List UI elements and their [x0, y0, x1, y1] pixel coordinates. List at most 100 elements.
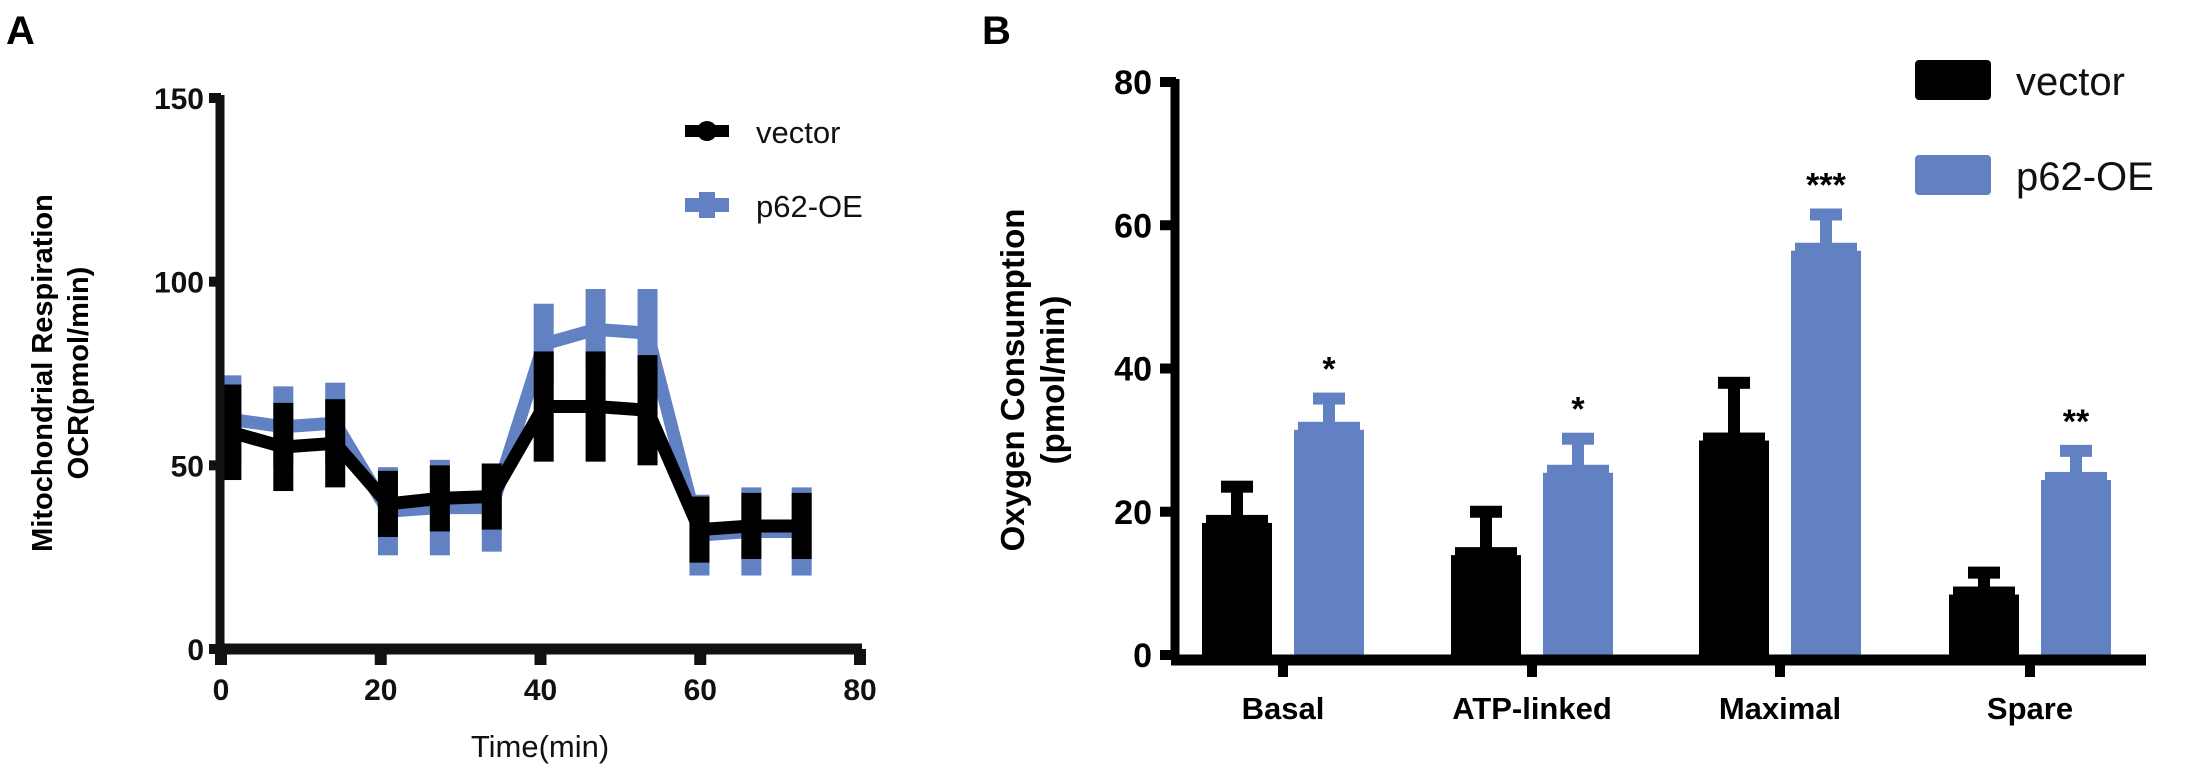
- panel-a-x-tick-label: 40: [524, 674, 557, 707]
- panel-b-significance-marker: *: [1571, 391, 1585, 429]
- panel-a-point-vector: [327, 437, 344, 450]
- panel-b-y-tick-mark: [1160, 363, 1176, 374]
- panel-a-point-vector: [743, 519, 760, 532]
- panel-a-x-tick-label: 0: [213, 674, 230, 707]
- legend-a-p62-label: p62-OE: [756, 189, 863, 224]
- panel-b-bar-p62-OE: [1294, 429, 1364, 655]
- panel-a-point-vector: [587, 400, 604, 413]
- panel-b-bar-cap-vector: [1953, 586, 2015, 597]
- legend-a-vector: vector: [685, 115, 840, 150]
- panel-b-y-tick-mark: [1160, 650, 1176, 660]
- panel-b-y-tick-mark: [1160, 506, 1176, 517]
- panel-b-group-spare: **: [1949, 403, 2111, 655]
- legend-b-p62-swatch: [1915, 155, 1991, 195]
- panel-b-group-maximal: ***: [1699, 167, 1861, 656]
- panel-b-bar-cap-p62-OE: [1547, 464, 1609, 475]
- panel-b-category-label: Spare: [1987, 691, 2073, 726]
- panel-b-bars-layer: *******: [1202, 167, 2111, 656]
- panel-b-errorbar-p62-OE: [1572, 438, 1584, 473]
- panel-b-group-basal: *: [1202, 351, 1364, 655]
- panel-b-bar-p62-OE: [2041, 479, 2111, 655]
- panel-b-significance-marker: ***: [1806, 167, 1846, 205]
- panel-a-legend: vector p62-OE: [685, 115, 863, 224]
- panel-a-x-tick-label: 20: [364, 674, 397, 707]
- panel-b-significance-marker: *: [1322, 351, 1336, 389]
- panel-b-y-label-line2: (pmol/min): [1034, 296, 1071, 465]
- panel-b-category-label: Basal: [1242, 691, 1325, 726]
- panel-a-series-layer: [221, 289, 812, 576]
- panel-b-bar-vector: [1949, 594, 2019, 655]
- panel-b-y-tick-label: 0: [1133, 637, 1152, 675]
- panel-a-line-p62-OE: [230, 322, 802, 542]
- panel-b-y-tick-mark: [1160, 77, 1176, 87]
- panel-a-point-vector: [275, 440, 292, 453]
- legend-b-p62-label: p62-OE: [2016, 155, 2154, 199]
- panel-b-x-tick-mark: [1527, 660, 1537, 677]
- panel-b-category-label: ATP-linked: [1452, 691, 1612, 726]
- panel-a-point-vector: [379, 497, 396, 510]
- panel-b-x-tick-mark: [2025, 660, 2035, 677]
- panel-b-group-atp-linked: *: [1451, 391, 1613, 655]
- panel-a-y-ticks: 0 50 100 150: [154, 83, 221, 667]
- panel-b-bar-cap-p62-OE: [1298, 421, 1360, 432]
- panel-b-y-tick-label: 20: [1114, 494, 1152, 532]
- legend-b-vector: vector: [1915, 60, 2125, 104]
- panel-b-y-tick-label: 80: [1114, 64, 1152, 102]
- panel-a-y-label-line1: Mitochondrial Respiration: [27, 194, 59, 552]
- panel-a-point-vector: [223, 426, 240, 439]
- panel-b-y-tick-label: 60: [1114, 207, 1152, 245]
- panel-a-x-tick-mark: [854, 649, 866, 665]
- panel-a-y-tick-label: 0: [187, 634, 204, 667]
- panel-a-y-label-line2: OCR(pmol/min): [63, 267, 95, 480]
- panel-b-errorcap-vector: [1221, 480, 1253, 493]
- panel-a-point-p62-OE: [587, 323, 604, 336]
- panel-b-bar-cap-vector: [1455, 547, 1517, 558]
- panel-b-bar-cap-vector: [1703, 432, 1765, 443]
- panel-b-category-label: Maximal: [1719, 691, 1841, 726]
- panel-b-errorcap-vector: [1718, 376, 1750, 389]
- panel-a-point-vector: [639, 404, 656, 417]
- panel-b-errorcap-p62-OE: [1810, 208, 1842, 221]
- legend-b-p62: p62-OE: [1915, 155, 2154, 199]
- panel-b-y-tick-mark: [1160, 220, 1176, 231]
- panel-a-point-vector: [793, 519, 810, 532]
- panel-b-errorcap-p62-OE: [1313, 392, 1345, 405]
- panel-a-point-vector: [483, 490, 500, 503]
- panel-a-x-tick-mark: [534, 649, 547, 665]
- panel-a-y-tick-label: 100: [154, 267, 204, 300]
- legend-a-vector-marker: [697, 121, 717, 141]
- panel-a-y-tick-mark: [209, 93, 221, 103]
- panel-b-y-tick-label: 40: [1114, 351, 1152, 389]
- panel-b-bar-p62-OE: [1791, 250, 1861, 656]
- panel-b-bar-p62-OE: [1543, 472, 1613, 655]
- legend-a-p62: p62-OE: [685, 189, 863, 224]
- panel-b-errorbar-vector: [1231, 486, 1243, 523]
- panel-a-x-tick-mark: [374, 649, 387, 665]
- legend-b-vector-swatch: [1915, 60, 1991, 100]
- panel-b-bar-vector: [1699, 440, 1769, 655]
- panel-a-y-tick-label: 150: [154, 83, 204, 116]
- panel-b-errorbar-vector: [1480, 511, 1492, 556]
- panel-a-x-tick-label: 80: [843, 674, 876, 707]
- panel-a-point-vector: [535, 400, 552, 413]
- legend-b-vector-label: vector: [2016, 60, 2125, 104]
- panel-b-y-label-line1: Oxygen Consumption: [994, 209, 1031, 552]
- panel-a-y-tick-label: 50: [171, 450, 204, 483]
- panel-label-a: A: [6, 9, 35, 53]
- panel-a-point-p62-OE: [535, 338, 552, 351]
- panel-b-significance-marker: **: [2063, 403, 2090, 441]
- panel-b-errorcap-vector: [1968, 566, 2000, 579]
- panel-b-bar-cap-vector: [1206, 514, 1268, 525]
- panel-a-line-chart: 0 50 100 150 0 20 40 60 80 Mitochondrial Respir…: [27, 83, 877, 764]
- panel-a-x-tick-label: 60: [684, 674, 717, 707]
- panel-b-errorcap-vector: [1470, 505, 1502, 518]
- panel-b-x-tick-mark: [1278, 660, 1288, 677]
- panel-a-point-vector: [691, 523, 708, 536]
- panel-b-bar-vector: [1202, 522, 1272, 655]
- panel-b-y-ticks: 0 20 40 60 80: [1114, 64, 1176, 675]
- legend-a-p62-marker: [699, 192, 715, 218]
- panel-a-x-label: Time(min): [471, 729, 609, 764]
- panel-b-bar-cap-p62-OE: [2045, 471, 2107, 482]
- panel-b-x-ticks: Basal ATP-linked Maximal Spare: [1242, 660, 2073, 726]
